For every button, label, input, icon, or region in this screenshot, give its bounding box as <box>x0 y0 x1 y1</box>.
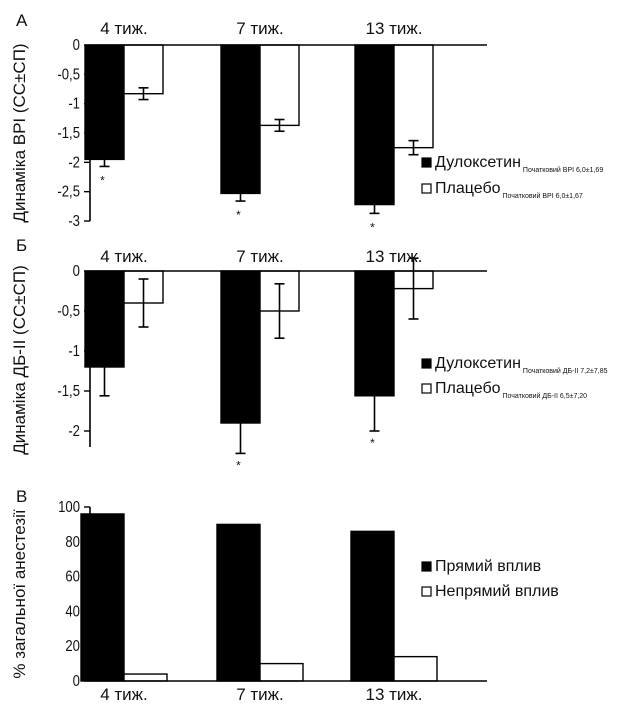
panel-1-significance-mark: * <box>236 208 241 222</box>
panel-1-bar-series-2 <box>123 44 164 95</box>
panel-2-legend-swatch <box>421 358 432 369</box>
panel-1-significance-mark: * <box>100 173 105 187</box>
panel-1-legend-label: Дулоксетин <box>435 154 521 171</box>
panel-3-category-label: 4 тиж. <box>100 685 148 704</box>
panel-2-y-tick-label: -1 <box>68 343 80 360</box>
panel-1-legend-subscript: Початковий ВРІ 6,0±1,69 <box>523 166 603 174</box>
panel-2-letter: Б <box>16 236 27 255</box>
panel-3-bar-series-1 <box>80 513 125 682</box>
panel-2-significance-mark: * <box>370 436 375 450</box>
panel-2-legend-label: Дулоксетин <box>435 355 521 372</box>
panel-2-y-tick-label: -2 <box>68 423 80 440</box>
panel-1-bar-series-2 <box>259 44 300 127</box>
panel-1-legend-subscript: Початковий ВРІ 6,0±1,67 <box>503 192 583 200</box>
panel-1-category-label: 13 тиж. <box>365 19 422 38</box>
panel-3-y-tick-label: 20 <box>65 638 80 655</box>
panel-1-y-tick-label: -1 <box>68 96 80 113</box>
panel-1-category-label: 4 тиж. <box>100 19 148 38</box>
panel-2-legend-swatch <box>421 383 432 394</box>
panel-3-legend-swatch <box>421 586 432 597</box>
panel-3-legend-label: Прямий вплив <box>435 558 541 575</box>
panel-2-category-label: 13 тиж. <box>365 247 422 266</box>
panel-1-bar-series-1 <box>84 44 125 161</box>
panel-2-category-label: 7 тиж. <box>236 247 284 266</box>
panel-2-y-axis-title: Динаміка ДБ-II (СС±СП) <box>10 265 29 455</box>
panel-1-legend-swatch <box>421 157 432 168</box>
panel-3-category-label: 7 тиж. <box>236 685 284 704</box>
panel-1-category-label: 7 тиж. <box>236 19 284 38</box>
panel-2-y-tick-label: -1,5 <box>57 383 80 400</box>
panel-3-legend-swatch <box>421 561 432 572</box>
panel-2-y-tick-label: 0 <box>73 263 80 280</box>
panel-3-y-axis-title: % загальної анестезії <box>10 509 29 678</box>
panel-3-y-tick-label: 0 <box>73 673 80 690</box>
panel-1-significance-mark: * <box>370 220 375 234</box>
panel-3-bar-series-2 <box>123 673 168 682</box>
panel-2-y-tick-label: -0,5 <box>57 303 80 320</box>
panel-3-bar-series-1 <box>216 523 261 682</box>
panel-2-legend-label: Плацебо <box>435 380 501 397</box>
panel-1-legend-swatch <box>421 183 432 194</box>
panel-3-y-tick-label: 40 <box>65 603 80 620</box>
panel-3-legend-label: Непрямий вплив <box>435 583 559 600</box>
panel-1-letter: А <box>16 11 28 30</box>
panel-1-y-tick-label: -2,5 <box>57 184 80 201</box>
panel-1-bar-series-2 <box>393 44 434 149</box>
panel-1-bar-series-1 <box>220 44 261 195</box>
panel-2-category-label: 4 тиж. <box>100 247 148 266</box>
panel-3-bar-series-2 <box>393 655 438 682</box>
panel-1-y-axis-title: Динаміка ВРІ (СС±СП) <box>10 43 29 222</box>
panel-3-bar-series-1 <box>350 530 395 682</box>
panel-3-letter: В <box>16 487 27 506</box>
panel-1-legend-label: Плацебо <box>435 180 501 197</box>
panel-2-legend-subscript: Початковий ДБ-II 7,2±7,85 <box>523 367 608 375</box>
panel-1-y-tick-label: 0 <box>73 37 80 54</box>
panel-3-category-label: 13 тиж. <box>365 685 422 704</box>
panel-3-bar-series-2 <box>259 662 304 682</box>
panel-3-y-tick-label: 100 <box>58 499 80 516</box>
panel-3-y-tick-label: 60 <box>65 568 80 585</box>
panel-1-y-tick-label: -3 <box>68 213 80 230</box>
panel-1-y-tick-label: -2 <box>68 154 80 171</box>
panel-2-significance-mark: * <box>236 458 241 472</box>
panel-1-y-tick-label: -0,5 <box>57 66 80 83</box>
panel-1-bar-series-1 <box>354 44 395 206</box>
panel-3-y-tick-label: 80 <box>65 534 80 551</box>
panel-2-legend-subscript: Початковий ДБ-II 6,5±7,20 <box>503 392 588 400</box>
panel-1-y-tick-label: -1,5 <box>57 125 80 142</box>
